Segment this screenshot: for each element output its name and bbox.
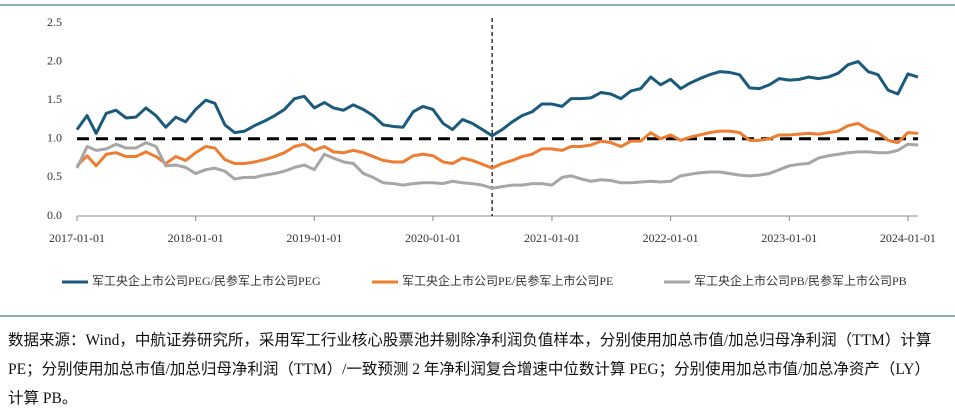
legend-label: 军工央企上市公司PEG/民参军上市公司PEG <box>92 273 321 288</box>
y-tick-label: 1.5 <box>47 92 62 106</box>
legend-label: 军工央企上市公司PB/民参军上市公司PB <box>694 273 907 288</box>
x-tick-label: 2020-01-01 <box>405 231 461 245</box>
y-tick-label: 2.0 <box>47 53 62 67</box>
x-tick-label: 2019-01-01 <box>286 231 342 245</box>
y-tick-label: 1.0 <box>47 131 62 145</box>
series-line <box>75 121 919 170</box>
x-tick-label: 2018-01-01 <box>168 231 224 245</box>
x-tick-label: 2023-01-01 <box>761 231 817 245</box>
series-line <box>75 60 919 138</box>
x-tick-label: 2022-01-01 <box>643 231 699 245</box>
series-line <box>75 141 919 190</box>
legend-label: 军工央企上市公司PE/民参军上市公司PE <box>402 273 613 288</box>
x-tick-label: 2021-01-01 <box>524 231 580 245</box>
y-tick-label: 0.0 <box>47 208 62 222</box>
y-tick-label: 2.5 <box>47 15 62 29</box>
source-note: 数据来源：Wind，中航证券研究所，采用军工行业核心股票池并剔除净利润负值样本，… <box>8 332 932 407</box>
y-tick-label: 0.5 <box>47 169 62 183</box>
x-tick-label: 2017-01-01 <box>49 231 105 245</box>
x-tick-label: 2024-01-01 <box>880 231 936 245</box>
